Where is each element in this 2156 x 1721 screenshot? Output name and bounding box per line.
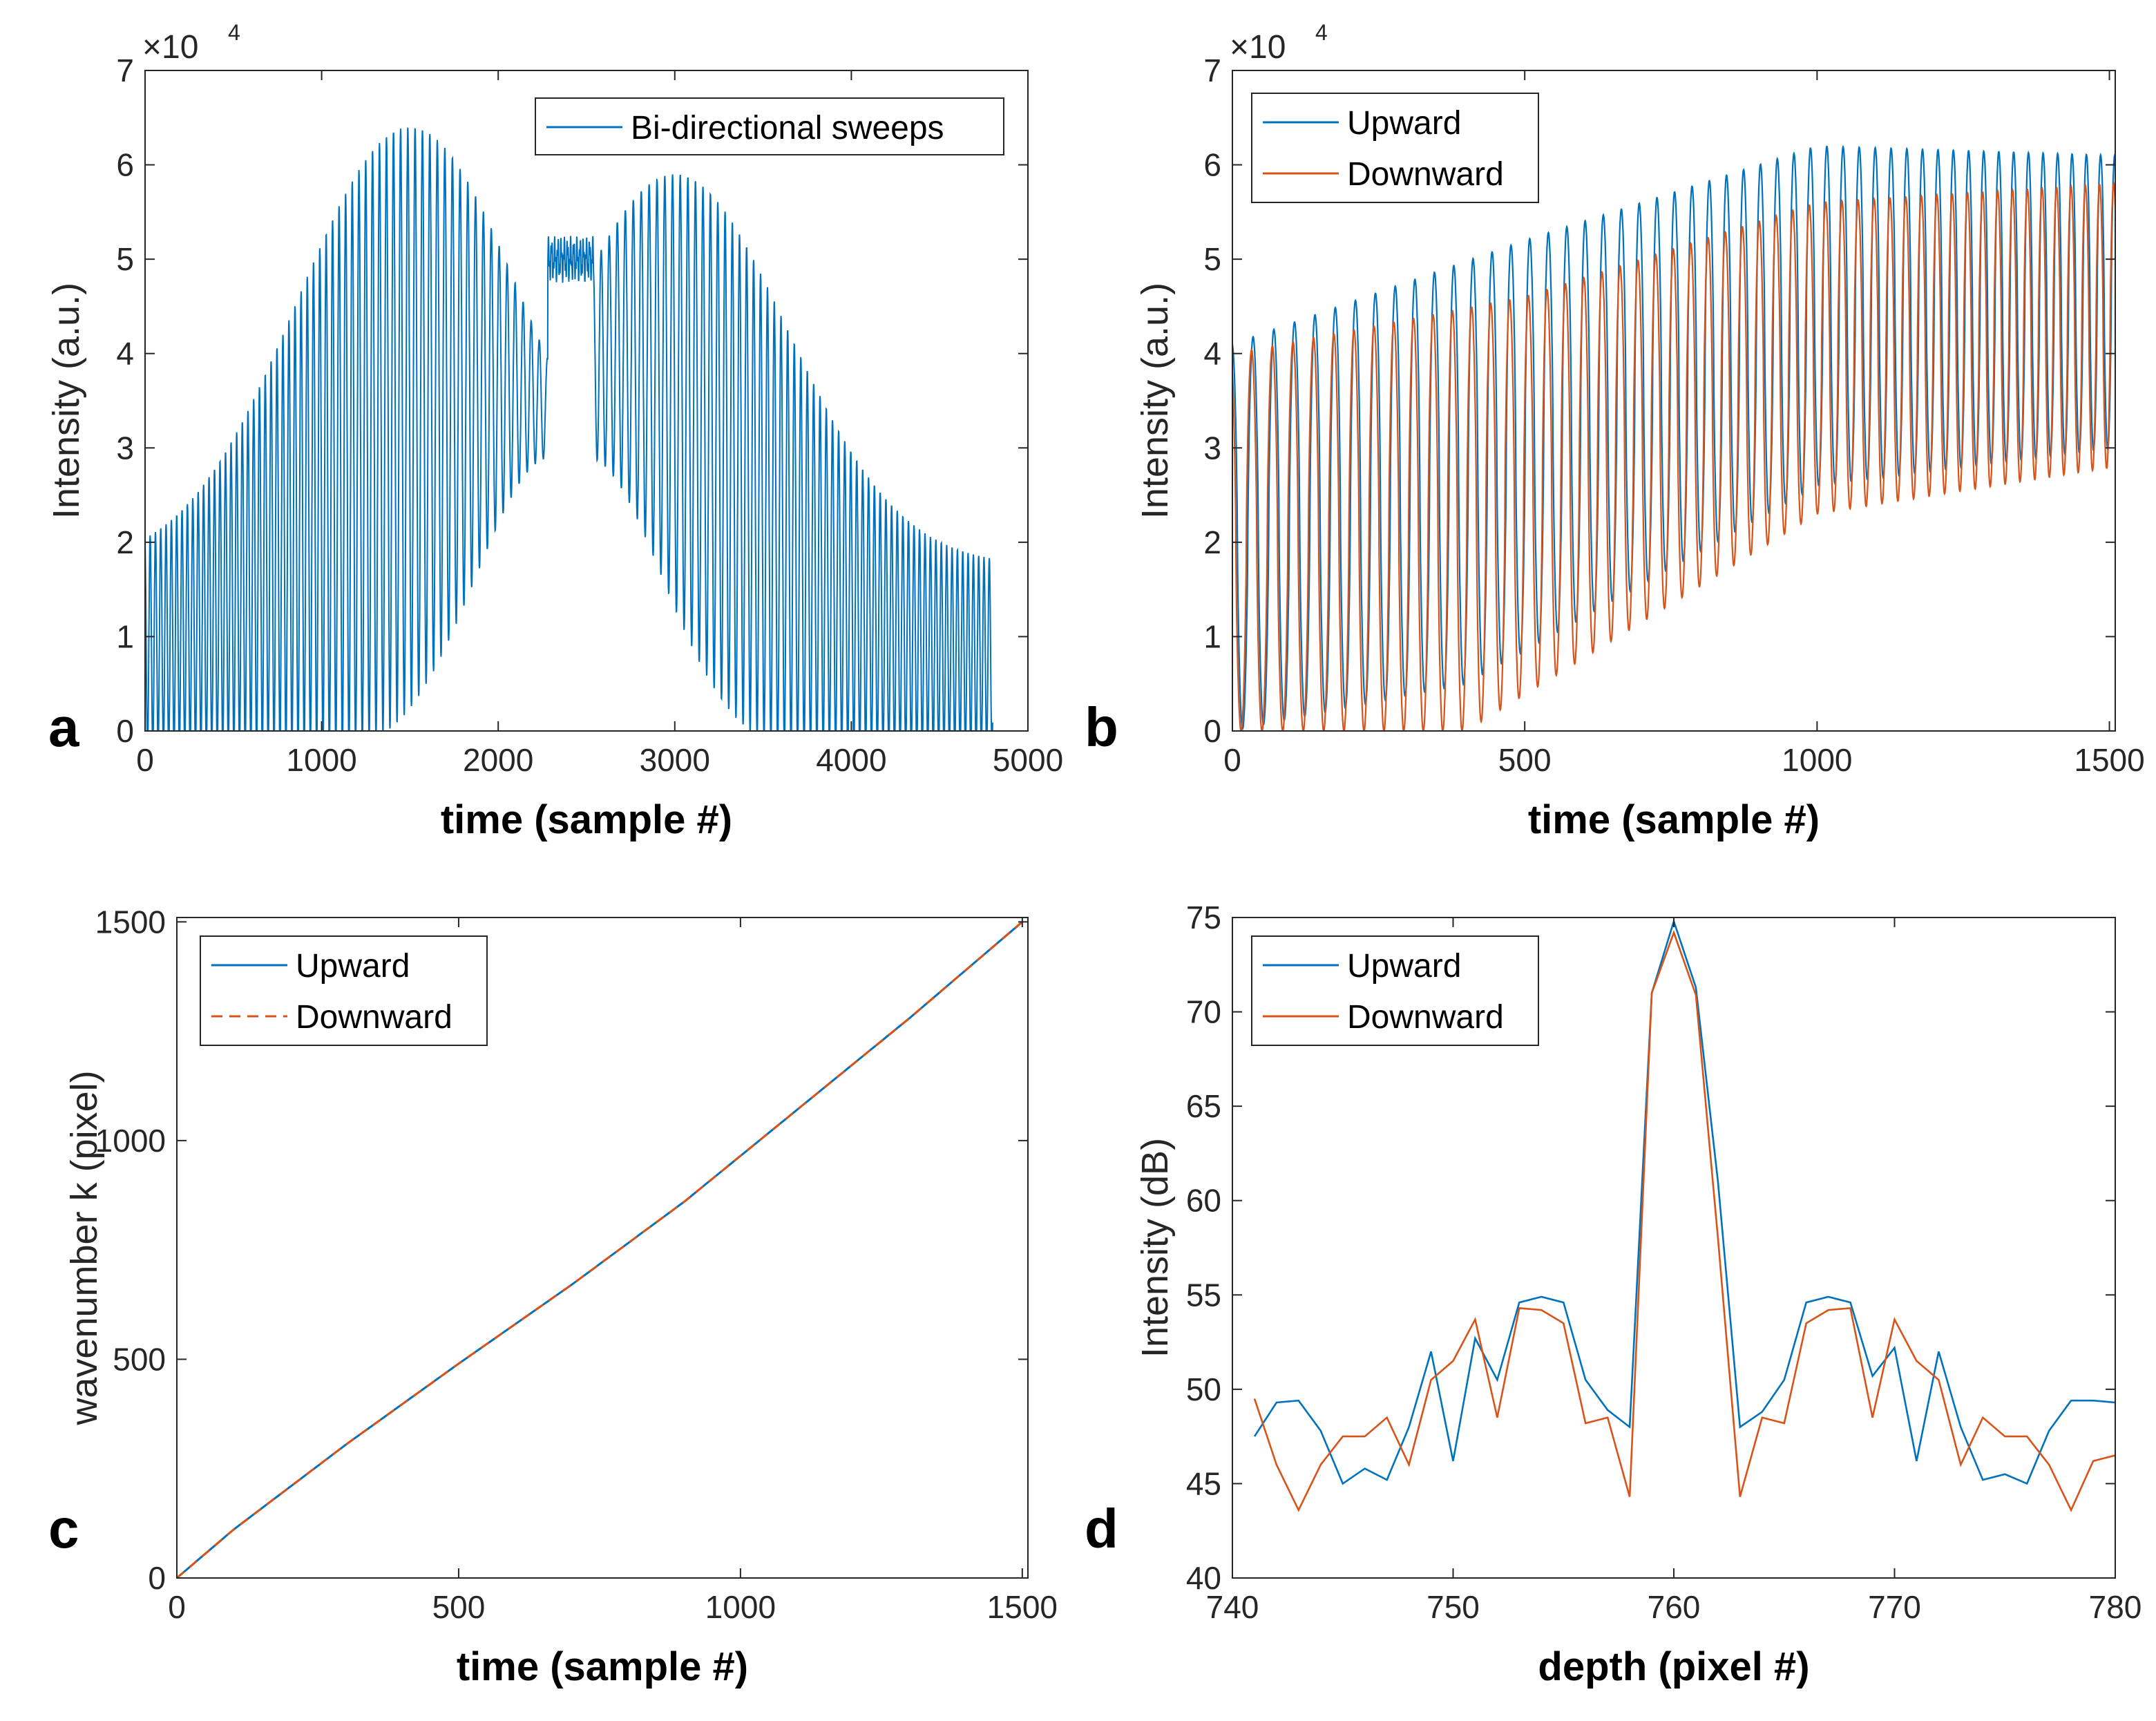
y-tick-label: 6 bbox=[1203, 147, 1221, 183]
legend-label-downward: Downward bbox=[296, 999, 452, 1036]
series-line-downward bbox=[1232, 182, 2115, 731]
y-axis-label: Intensity (a.u.) bbox=[1134, 283, 1176, 519]
x-tick-label: 500 bbox=[1498, 742, 1552, 778]
x-tick-label: 500 bbox=[432, 1589, 486, 1625]
legend-label-upward: Upward bbox=[1347, 948, 1461, 985]
x-tick-label: 740 bbox=[1206, 1589, 1259, 1625]
y-tick-label: 1500 bbox=[95, 904, 166, 940]
y-tick-label: 0 bbox=[116, 713, 134, 749]
axes-box bbox=[176, 917, 1029, 1579]
x-tick-label: 750 bbox=[1427, 1589, 1480, 1625]
legend-label-bi-directional-sweeps: Bi-directional sweeps bbox=[631, 110, 944, 146]
panel-c: 0 500 1000 1500 0 500 1000 1500 time (sample #) w… bbox=[48, 904, 1058, 1689]
x-tick-label: 1000 bbox=[1782, 742, 1852, 778]
series-line-downward bbox=[1253, 930, 2115, 1512]
legend-label-upward: Upward bbox=[296, 948, 410, 985]
x-tick-label: 770 bbox=[1868, 1589, 1921, 1625]
axes-box bbox=[1232, 70, 2116, 732]
x-tick-label: 760 bbox=[1648, 1589, 1701, 1625]
x-tick-label: 5000 bbox=[993, 742, 1063, 778]
legend-box bbox=[1251, 935, 1539, 1046]
x-tick-label: 1000 bbox=[705, 1589, 776, 1625]
plot-area-d bbox=[1253, 918, 2115, 1512]
panel-d: 740 750 760 770 780 40 45 50 55 60 65 70 75 depth (pi… bbox=[1085, 900, 2141, 1689]
y-tick-label: 5 bbox=[116, 241, 134, 277]
y-tick-label: 3 bbox=[116, 430, 134, 466]
y-exponent-label: ×10 bbox=[142, 29, 198, 66]
y-tick-label: 500 bbox=[113, 1341, 166, 1377]
panel-letter: b bbox=[1085, 696, 1118, 758]
legend-box bbox=[1251, 93, 1539, 203]
y-axis-label: Intensity (a.u.) bbox=[46, 283, 87, 519]
y-tick-label: 50 bbox=[1186, 1371, 1221, 1407]
x-tick-label: 1500 bbox=[2074, 742, 2144, 778]
x-tick-label: 1000 bbox=[286, 742, 356, 778]
y-tick-label: 4 bbox=[116, 336, 134, 372]
y-tick-label: 1 bbox=[116, 618, 134, 654]
legend-label-downward: Downward bbox=[1347, 156, 1504, 193]
y-exponent-power: 4 bbox=[1315, 20, 1328, 45]
x-tick-label: 0 bbox=[136, 742, 154, 778]
y-exponent-power: 4 bbox=[228, 20, 240, 45]
series-line-bidirectional bbox=[145, 127, 993, 731]
plot-area-a bbox=[145, 127, 993, 731]
y-tick-label: 7 bbox=[116, 53, 134, 88]
y-tick-label: 45 bbox=[1186, 1465, 1221, 1501]
series-line-upward bbox=[1232, 144, 2115, 731]
y-tick-label: 3 bbox=[1203, 430, 1221, 466]
panel-a: 0 1000 2000 3000 4000 5000 0 1 2 3 4 5 6 7 time (sampl… bbox=[46, 20, 1063, 842]
panel-letter: c bbox=[48, 1498, 79, 1559]
y-tick-label: 2 bbox=[1203, 524, 1221, 560]
y-tick-label: 5 bbox=[1203, 241, 1221, 277]
y-axis-label: wavenumber k (pixel) bbox=[64, 1070, 105, 1425]
y-tick-label: 65 bbox=[1186, 1088, 1221, 1124]
plot-area-c bbox=[177, 921, 1023, 1578]
y-tick-label: 4 bbox=[1203, 336, 1221, 372]
y-tick-label: 40 bbox=[1186, 1560, 1221, 1596]
x-axis-label: time (sample #) bbox=[1528, 797, 1820, 842]
x-tick-label: 2000 bbox=[463, 742, 533, 778]
y-tick-label: 60 bbox=[1186, 1183, 1221, 1219]
y-tick-label: 0 bbox=[1203, 713, 1221, 749]
legend-label-upward: Upward bbox=[1347, 105, 1461, 142]
legend-label-downward: Downward bbox=[1347, 999, 1504, 1036]
x-tick-label: 780 bbox=[2089, 1589, 2142, 1625]
y-tick-label: 1 bbox=[1203, 618, 1221, 654]
panel-letter: d bbox=[1085, 1498, 1118, 1559]
y-axis-label: Intensity (dB) bbox=[1134, 1138, 1176, 1358]
y-tick-label: 1000 bbox=[95, 1123, 166, 1159]
x-tick-label: 0 bbox=[168, 1589, 186, 1625]
x-axis-label: depth (pixel #) bbox=[1538, 1644, 1809, 1689]
y-tick-label: 55 bbox=[1186, 1277, 1221, 1313]
x-tick-label: 3000 bbox=[640, 742, 710, 778]
y-exponent-label: ×10 bbox=[1230, 29, 1286, 66]
x-tick-label: 1500 bbox=[987, 1589, 1058, 1625]
plot-area-b bbox=[1232, 144, 2115, 731]
legend-box bbox=[200, 935, 488, 1046]
y-tick-label: 2 bbox=[116, 524, 134, 560]
panel-letter: a bbox=[48, 696, 79, 758]
y-tick-label: 0 bbox=[148, 1560, 166, 1596]
x-tick-label: 0 bbox=[1223, 742, 1241, 778]
y-tick-label: 6 bbox=[116, 147, 134, 183]
x-axis-label: time (sample #) bbox=[441, 797, 732, 842]
x-axis-label: time (sample #) bbox=[457, 1644, 748, 1689]
series-line-upward bbox=[1253, 918, 2115, 1485]
axes-box bbox=[144, 70, 1029, 732]
y-tick-label: 75 bbox=[1186, 900, 1221, 935]
y-tick-label: 70 bbox=[1186, 994, 1221, 1030]
series-line-downward bbox=[177, 921, 1023, 1578]
panel-b: 0 500 1000 1500 0 1 2 3 4 5 6 7 time (sample #) Inten… bbox=[1085, 20, 2145, 842]
y-tick-label: 7 bbox=[1203, 53, 1221, 88]
x-tick-label: 4000 bbox=[816, 742, 886, 778]
